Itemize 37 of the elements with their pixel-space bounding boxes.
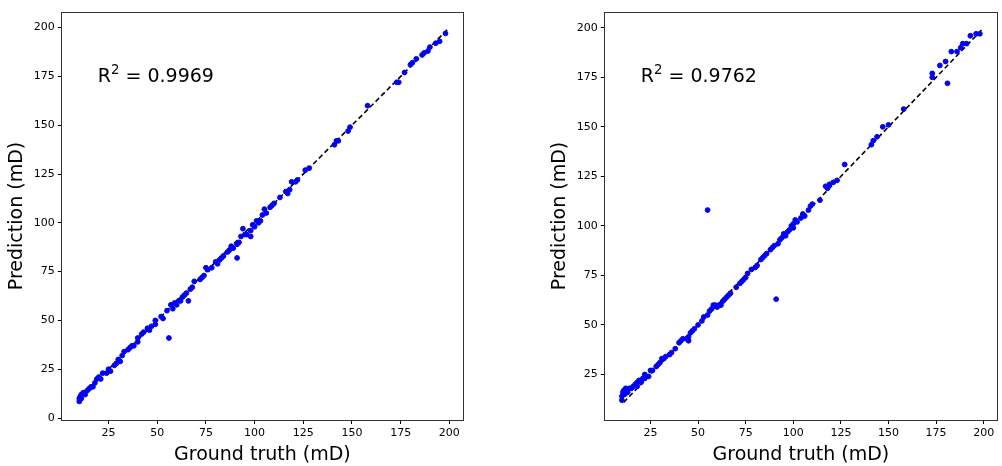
y-tick-label: 125: [33, 166, 55, 180]
y-tick-label: 25: [583, 367, 598, 381]
y-tick-label: 0: [47, 410, 55, 424]
x-axis-title: Ground truth (mD): [712, 441, 890, 464]
x-tick-label: 175: [925, 426, 947, 440]
y-tick-label: 75: [583, 268, 598, 282]
x-tick-label: 25: [101, 426, 116, 440]
x-tick-label: 50: [691, 426, 706, 440]
y-tick-label: 175: [33, 69, 55, 83]
y-tick-label: 175: [576, 70, 598, 84]
y-tick-label: 50: [40, 313, 55, 327]
y-tick-label: 200: [576, 20, 598, 34]
y-tick-label: 125: [576, 169, 598, 183]
y-tick-label: 100: [33, 215, 55, 229]
x-tick-label: 100: [244, 426, 266, 440]
y-tick-label: 150: [33, 118, 55, 132]
y-tick-label: 150: [576, 119, 598, 133]
y-tick-label: 100: [576, 218, 598, 232]
y-axis-title: Prediction (mD): [547, 141, 570, 291]
x-tick-label: 175: [390, 426, 412, 440]
x-tick-label: 125: [830, 426, 852, 440]
x-tick-label: 75: [198, 426, 213, 440]
x-tick-label: 200: [438, 426, 460, 440]
y-tick-label: 75: [40, 264, 55, 278]
x-tick-label: 25: [643, 426, 658, 440]
y-tick-label: 25: [40, 362, 55, 376]
x-tick-label: 125: [292, 426, 314, 440]
x-tick-label: 75: [738, 426, 753, 440]
x-tick-label: 100: [782, 426, 804, 440]
x-tick-label: 50: [150, 426, 165, 440]
x-tick-label: 200: [973, 426, 995, 440]
x-axis-title: Ground truth (mD): [174, 441, 351, 464]
x-tick-label: 150: [341, 426, 363, 440]
y-tick-label: 50: [583, 317, 598, 331]
y-tick-label: 200: [33, 20, 55, 34]
x-tick-label: 150: [877, 426, 899, 440]
y-axis-title: Prediction (mD): [4, 141, 27, 291]
